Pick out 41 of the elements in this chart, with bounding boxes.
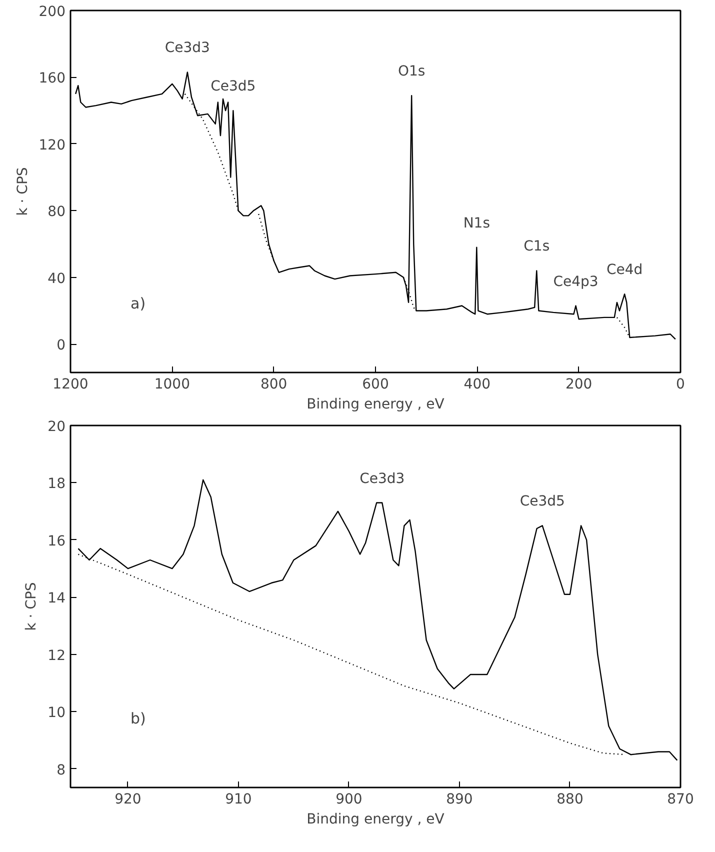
y-axis-title: k · CPS	[14, 167, 31, 216]
y-tick-label: 40	[48, 270, 66, 287]
y-tick-label: 10	[48, 705, 66, 722]
y-tick-label: 8	[56, 762, 66, 778]
y-tick-label: 12	[48, 648, 66, 664]
annotation: Ce3d5	[210, 78, 256, 95]
y-tick-label: 20	[48, 419, 66, 435]
y-tick-label: 120	[38, 137, 66, 154]
x-tick-label: 800	[260, 376, 288, 392]
x-tick-label: 1000	[154, 376, 190, 392]
x-tick-label: 890	[446, 792, 473, 808]
y-tick-label: 16	[48, 533, 66, 550]
y-tick-label: 80	[48, 204, 66, 220]
x-tick-label: 920	[114, 792, 142, 808]
annotation: Ce3d3	[360, 470, 405, 487]
x-tick-label: 870	[667, 792, 694, 808]
annotation: Ce4p3	[553, 274, 598, 290]
x-tick-label: 600	[362, 376, 389, 392]
annotation: a)	[130, 294, 146, 312]
x-tick-label: 880	[556, 792, 584, 808]
x-tick-label: 1200	[52, 376, 88, 392]
x-tick-label: 910	[225, 792, 252, 808]
annotation: b)	[130, 710, 146, 728]
annotation: Ce3d5	[520, 494, 565, 510]
x-tick-label: 0	[676, 376, 685, 392]
y-tick-label: 0	[56, 338, 66, 354]
y-tick-label: 160	[38, 70, 66, 87]
x-axis-title: Binding energy , eV	[306, 396, 445, 412]
y-tick-label: 14	[48, 590, 66, 607]
x-tick-label: 200	[565, 376, 592, 392]
annotation: N1s	[463, 215, 490, 232]
annotation: Ce4d	[606, 262, 643, 278]
x-tick-label: 400	[464, 376, 491, 392]
y-axis-title: k · CPS	[24, 582, 40, 631]
y-tick-label: 18	[48, 476, 66, 492]
annotation: C1s	[524, 238, 550, 255]
x-tick-label: 900	[336, 792, 362, 808]
x-axis-title: Binding energy , eV	[306, 812, 445, 828]
annotation: Ce3d3	[164, 40, 210, 56]
y-tick-label: 200	[38, 4, 66, 20]
annotation: O1s	[398, 64, 426, 80]
